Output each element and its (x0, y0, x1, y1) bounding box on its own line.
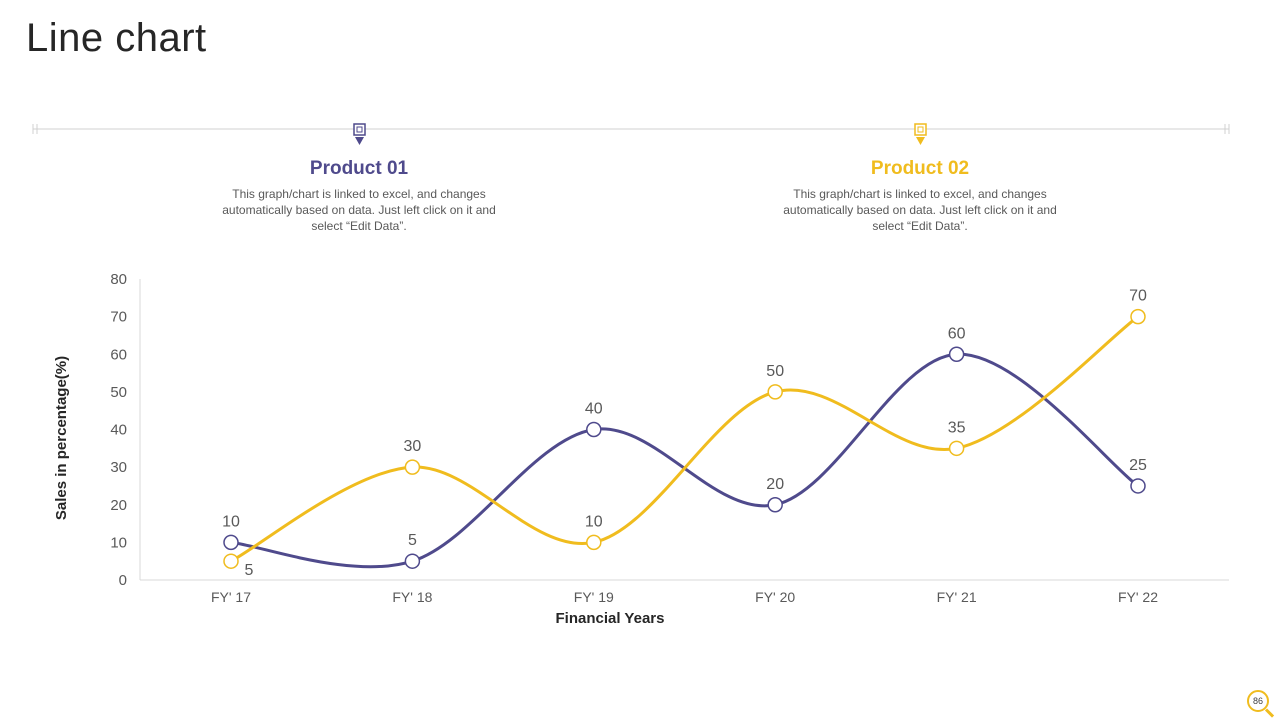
series-1-data-label: 25 (1129, 457, 1147, 474)
product-02-marker-icon (914, 123, 927, 145)
x-tick-label: FY' 18 (392, 589, 432, 605)
series-1-data-label: 5 (408, 532, 417, 549)
series-1-data-label: 20 (766, 476, 784, 493)
product-01-marker-icon (353, 123, 366, 145)
series-1-data-label: 60 (948, 325, 966, 342)
product-02-title: Product 02 (870, 158, 970, 179)
series-2-point (767, 384, 783, 400)
series-2-data-label: 10 (585, 513, 603, 530)
series-1-data-label: 10 (222, 513, 240, 530)
x-axis-title: Financial Years (556, 610, 665, 627)
y-tick-label: 10 (110, 534, 127, 551)
series-2-point (223, 553, 239, 569)
series-1-data-label: 40 (585, 401, 603, 418)
x-tick-label: FY' 21 (937, 589, 977, 605)
series-2-point (948, 440, 965, 457)
x-tick-label: FY' 22 (1118, 589, 1158, 605)
series-1-point (223, 534, 239, 551)
series-1-point (948, 346, 965, 362)
product-01-title: Product 01 (309, 158, 409, 179)
series-2-data-label: 50 (766, 363, 784, 380)
series-1-point (1130, 478, 1146, 494)
series-2-data-label: 30 (404, 438, 422, 455)
series-2-data-label: 5 (245, 562, 254, 579)
page-title: Line chart (26, 16, 207, 60)
series-2-line (229, 315, 1140, 563)
series-1-line (229, 352, 1140, 569)
y-tick-label: 70 (110, 309, 127, 326)
product-02-description: This graph/chart is linked to excel, and… (783, 187, 1057, 233)
x-tick-label: FY' 20 (755, 589, 795, 605)
y-axis-title: Sales in percentage(%) (53, 356, 70, 520)
product-01-description: This graph/chart is linked to excel, and… (222, 187, 496, 233)
x-tick-label: FY' 17 (211, 589, 251, 605)
series-2-point (404, 459, 421, 475)
product-02-block: Product 02 This graph/chart is linked to… (780, 158, 1060, 234)
timeline-divider (32, 123, 1230, 145)
series-1-point (586, 421, 602, 438)
y-tick-label: 50 (110, 384, 127, 401)
x-tick-label: FY' 19 (574, 589, 614, 605)
series-1-point (404, 553, 421, 569)
y-tick-label: 0 (119, 572, 127, 589)
series-2-data-label: 70 (1129, 288, 1147, 305)
y-tick-label: 40 (110, 422, 127, 439)
product-01-block: Product 01 This graph/chart is linked to… (219, 158, 499, 234)
page-number-badge: 86 (1247, 690, 1269, 712)
y-tick-label: 30 (110, 459, 127, 476)
y-tick-label: 60 (110, 346, 127, 363)
series-2-point (1130, 308, 1146, 325)
series-1-point (767, 497, 783, 513)
series-2-point (586, 534, 602, 551)
series-2-data-label: 35 (948, 419, 966, 436)
y-tick-label: 80 (110, 271, 127, 288)
y-tick-label: 20 (110, 497, 127, 514)
